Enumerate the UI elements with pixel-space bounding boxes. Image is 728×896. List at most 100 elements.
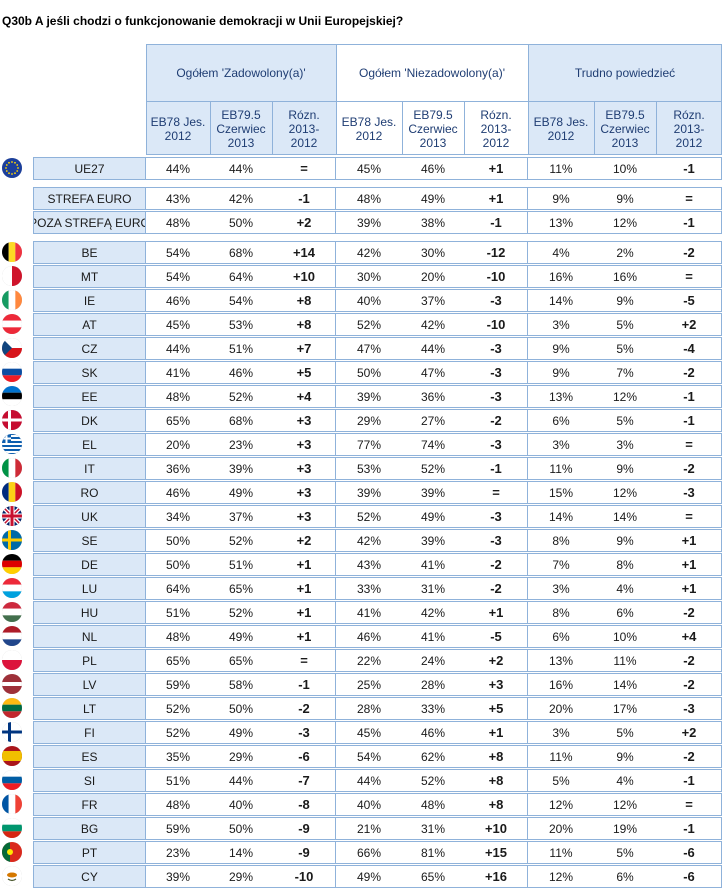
difference-cell: +8 <box>296 317 312 332</box>
value-cell: 9% <box>616 293 634 308</box>
value-cell: 5% <box>616 341 634 356</box>
value-cell: 3% <box>616 437 634 452</box>
flag-de-icon <box>2 554 22 574</box>
value-cell: 52% <box>165 725 191 740</box>
value-cell: 8% <box>616 557 634 572</box>
group-header-satisfied: Ogółem 'Zadowolony(a)' <box>176 65 306 80</box>
row-label: HU <box>33 601 146 624</box>
value-cell: 9% <box>616 461 634 476</box>
value-cell: 52% <box>228 605 254 620</box>
value-cell: 44% <box>165 341 191 356</box>
value-cell: 47% <box>356 341 382 356</box>
value-cell: 48% <box>420 797 446 812</box>
value-cell: 16% <box>548 677 574 692</box>
difference-cell: +1 <box>681 557 697 572</box>
table-row: 48% 52% +4 39% 36% -3 13% 12% -1 <box>146 385 722 408</box>
row-label: IT <box>33 457 146 480</box>
flag-cy-icon <box>2 866 22 886</box>
value-cell: 29% <box>228 869 254 884</box>
row-label: SE <box>33 529 146 552</box>
value-cell: 14% <box>612 509 638 524</box>
value-cell: 38% <box>420 215 446 230</box>
value-cell: 44% <box>228 161 254 176</box>
value-cell: 48% <box>165 629 191 644</box>
value-cell: 11% <box>613 653 637 668</box>
difference-cell: +5 <box>488 701 504 716</box>
value-cell: 65% <box>165 413 191 428</box>
difference-cell: +8 <box>488 773 504 788</box>
value-cell: 8% <box>552 533 570 548</box>
value-cell: 42% <box>356 245 382 260</box>
difference-cell: -2 <box>683 461 695 476</box>
table-row: 43% 42% -1 48% 49% +1 9% 9% = <box>146 187 722 210</box>
difference-cell: +3 <box>296 485 312 500</box>
value-cell: 39% <box>356 389 382 404</box>
value-cell: 12% <box>612 797 638 812</box>
row-label: PL <box>33 649 146 672</box>
value-cell: 74% <box>420 437 446 452</box>
subheader: EB78 Jes. 2012 <box>341 114 397 143</box>
value-cell: 16% <box>548 269 574 284</box>
difference-cell: +4 <box>681 629 697 644</box>
difference-cell: +3 <box>488 677 504 692</box>
value-cell: 13% <box>548 215 574 230</box>
flag-lv-icon <box>2 674 22 694</box>
subheader: EB79.5 Czerwiec 2013 <box>408 107 458 150</box>
value-cell: 48% <box>165 797 191 812</box>
value-cell: 62% <box>420 749 446 764</box>
value-cell: 77% <box>356 437 382 452</box>
value-cell: 48% <box>165 215 191 230</box>
value-cell: 20% <box>548 821 574 836</box>
difference-cell: +3 <box>296 437 312 452</box>
subheader: Rózn. 2013-2012 <box>288 107 320 150</box>
difference-cell: -9 <box>298 845 310 860</box>
difference-cell: -4 <box>683 341 695 356</box>
value-cell: 13% <box>548 653 574 668</box>
table-row: 59% 58% -1 25% 28% +3 16% 14% -2 <box>146 673 722 696</box>
difference-cell: -3 <box>490 341 502 356</box>
difference-cell: -3 <box>490 365 502 380</box>
difference-cell: +14 <box>292 245 316 260</box>
value-cell: 65% <box>228 581 254 596</box>
group-header-dont-know: Trudno powiedzieć <box>574 65 676 80</box>
value-cell: 25% <box>356 677 382 692</box>
value-cell: 16% <box>612 269 638 284</box>
value-cell: 22% <box>356 653 382 668</box>
difference-cell: -2 <box>683 605 695 620</box>
flag-fi-icon <box>2 722 22 742</box>
difference-cell: +1 <box>488 725 504 740</box>
value-cell: 31% <box>420 821 446 836</box>
difference-cell: +5 <box>296 365 312 380</box>
table-row: 51% 52% +1 41% 42% +1 8% 6% -2 <box>146 601 722 624</box>
value-cell: 4% <box>552 245 570 260</box>
value-cell: 9% <box>616 749 634 764</box>
difference-cell: -6 <box>683 845 695 860</box>
row-label: UK <box>33 505 146 528</box>
value-cell: 52% <box>356 509 382 524</box>
value-cell: 37% <box>420 293 446 308</box>
table-row: 44% 44% = 45% 46% +1 11% 10% -1 <box>146 157 722 180</box>
value-cell: 8% <box>552 605 570 620</box>
value-cell: 4% <box>616 773 634 788</box>
row-label: RO <box>33 481 146 504</box>
value-cell: 7% <box>552 557 570 572</box>
table-row: 46% 54% +8 40% 37% -3 14% 9% -5 <box>146 289 722 312</box>
flag-pl-icon <box>2 650 22 670</box>
value-cell: 39% <box>228 461 254 476</box>
value-cell: 11% <box>549 461 573 476</box>
difference-cell: +1 <box>681 581 697 596</box>
value-cell: 41% <box>420 557 446 572</box>
row-label: EE <box>33 385 146 408</box>
table-row: 52% 50% -2 28% 33% +5 20% 17% -3 <box>146 697 722 720</box>
table-row: 50% 52% +2 42% 39% -3 8% 9% +1 <box>146 529 722 552</box>
table-row: 65% 68% +3 29% 27% -2 6% 5% -1 <box>146 409 722 432</box>
value-cell: 14% <box>548 509 574 524</box>
difference-cell: -1 <box>490 461 502 476</box>
value-cell: 19% <box>612 821 638 836</box>
difference-cell: -3 <box>298 725 310 740</box>
table-row: 48% 50% +2 39% 38% -1 13% 12% -1 <box>146 211 722 234</box>
difference-cell: -10 <box>486 317 506 332</box>
difference-cell: -1 <box>683 413 695 428</box>
difference-cell: -1 <box>683 215 695 230</box>
table-row: 59% 50% -9 21% 31% +10 20% 19% -1 <box>146 817 722 840</box>
